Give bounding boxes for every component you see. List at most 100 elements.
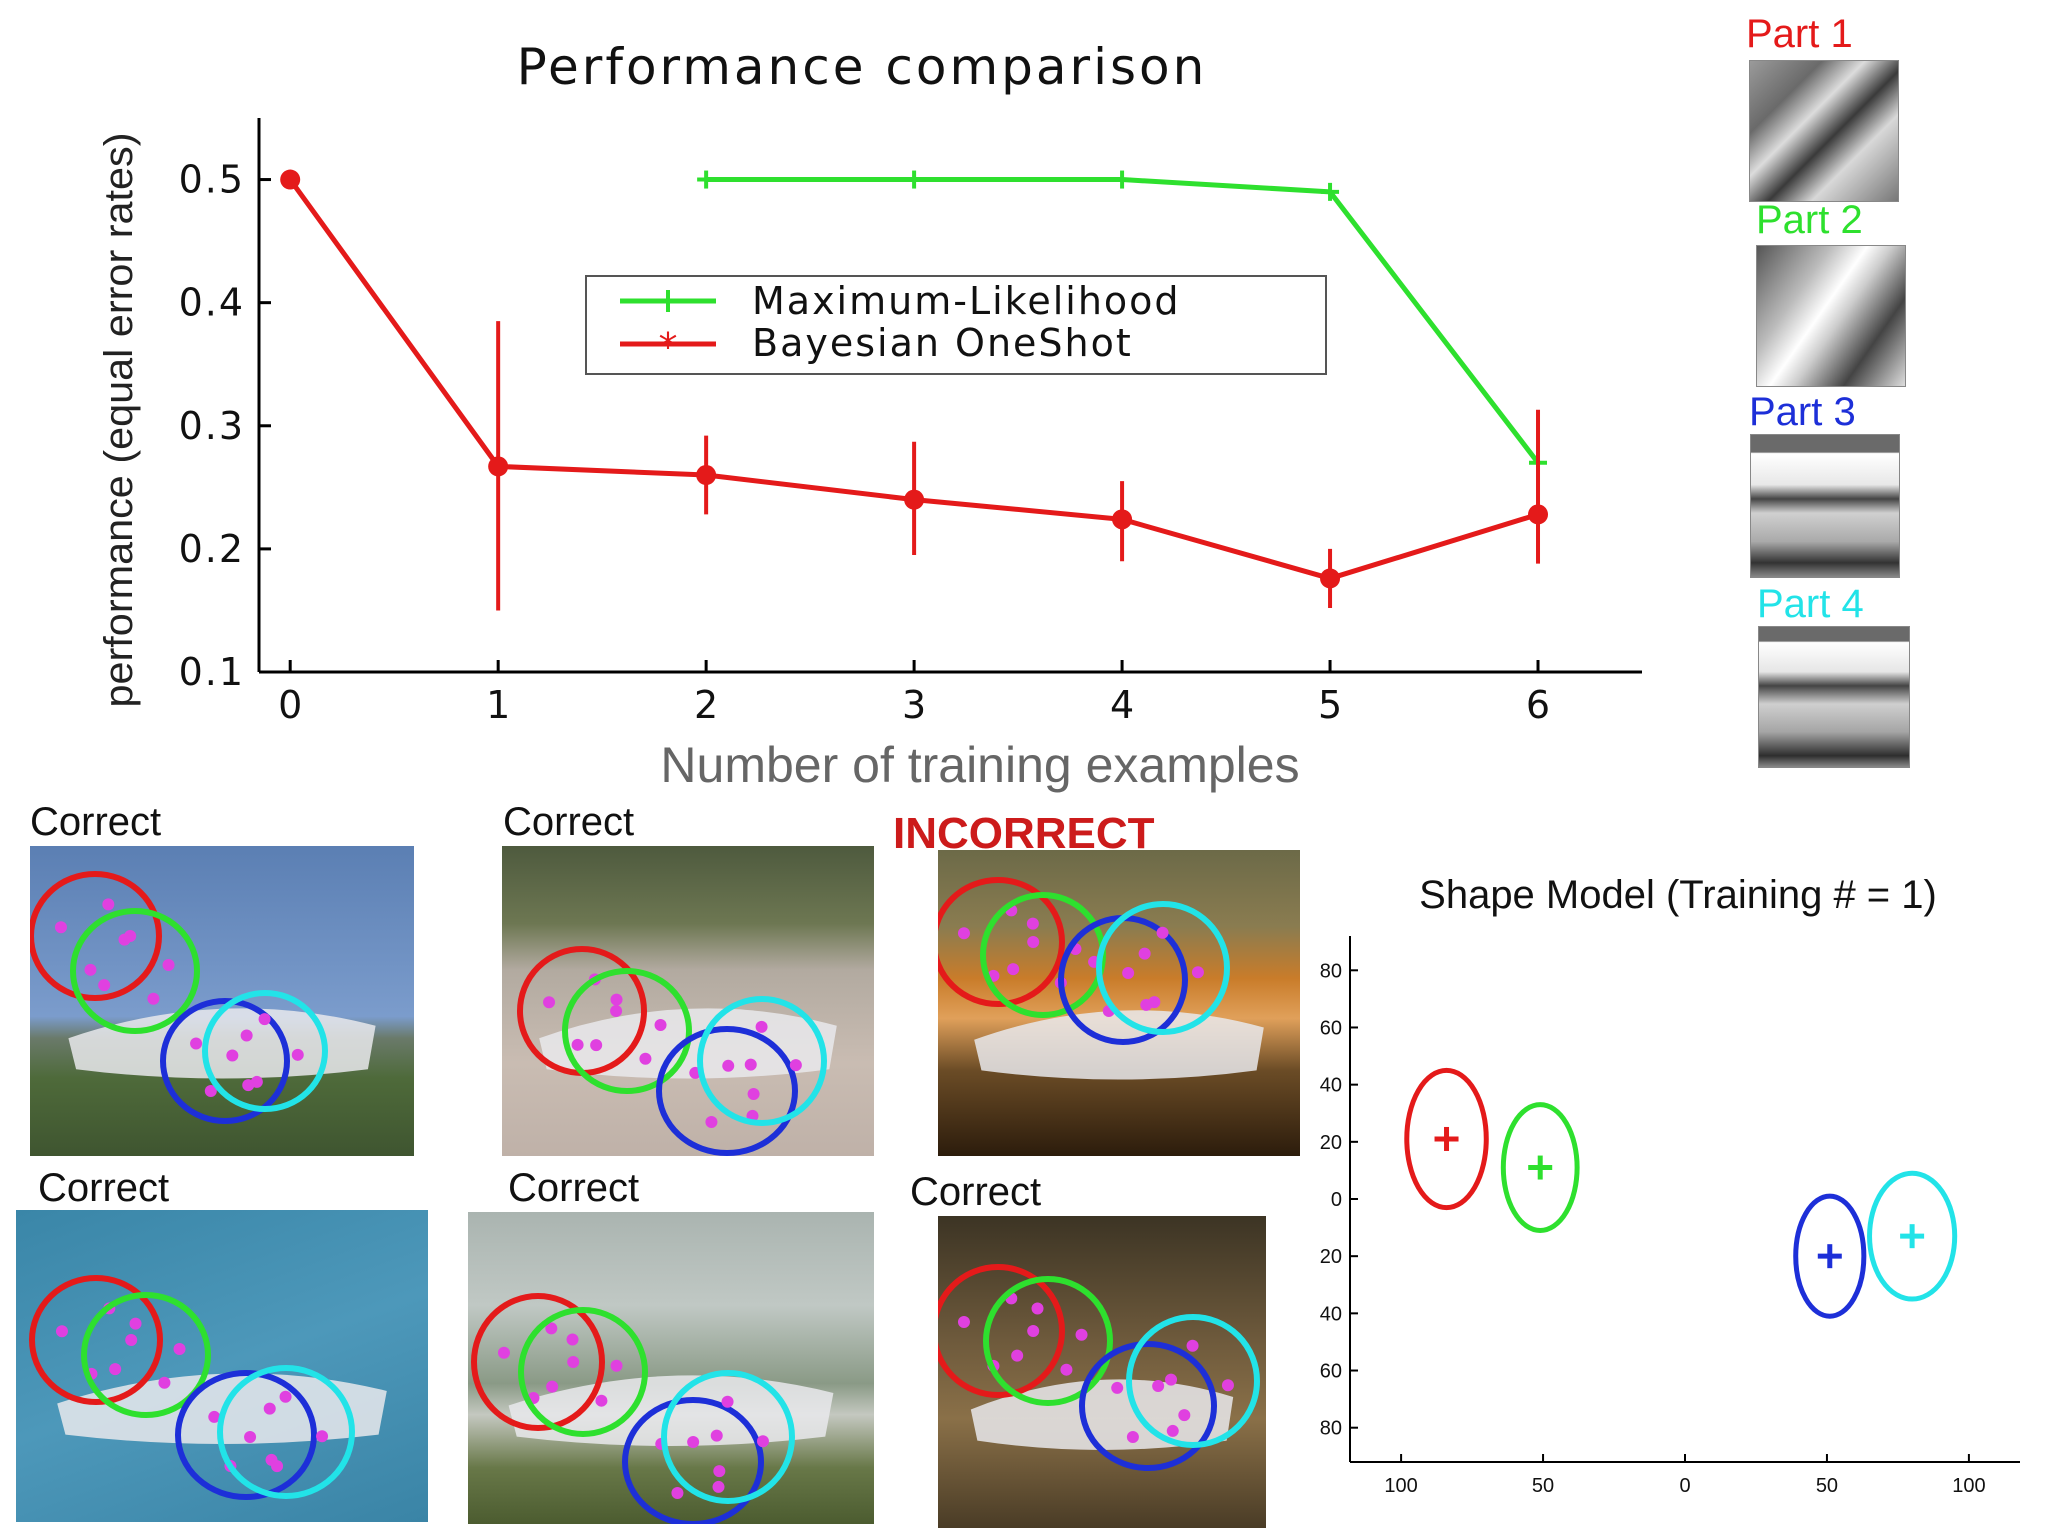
shape-part-2-center [1528, 1155, 1553, 1180]
feature-point [244, 1430, 257, 1443]
feature-point [1126, 1431, 1139, 1444]
x-tick-label: 2 [694, 683, 718, 727]
part-overlay [938, 1264, 1260, 1471]
shape-model-chart: Shape Model (Training # = 1) 100 50 0 50 100… [1320, 873, 2020, 1497]
bayes-point [1320, 568, 1341, 589]
bayes-point [280, 169, 301, 190]
example-6-image [938, 1216, 1266, 1528]
feature-point [610, 993, 623, 1006]
feature-point [712, 1480, 725, 1493]
part-overlay [938, 877, 1264, 1080]
feature-point [118, 933, 131, 946]
part-3-ellipse [656, 1026, 798, 1156]
x-tick-label: 3 [902, 683, 926, 727]
y-tick-label: 0.2 [179, 527, 245, 571]
feature-point [208, 1410, 221, 1423]
part-1-patch [1749, 60, 1899, 202]
example-4-label: Correct [38, 1166, 170, 1210]
feature-point [1026, 917, 1039, 930]
example-5-label: Correct [508, 1166, 640, 1210]
shape-y-tick-label: 40 [1320, 1303, 1342, 1325]
feature-point [1111, 1381, 1124, 1394]
shape-part-4-center [1900, 1224, 1925, 1249]
example-3-label: INCORRECT [893, 809, 1155, 858]
feature-point [258, 1013, 271, 1026]
bayes-point [1528, 504, 1549, 525]
x-tick-label: 1 [486, 683, 510, 727]
part-3-ellipse [175, 1370, 317, 1500]
y-tick-label: 0.1 [179, 650, 245, 694]
x-axis-label: Number of training examples [660, 737, 1299, 793]
feature-point [158, 1376, 171, 1389]
feature-point [721, 1395, 734, 1408]
feature-point [756, 1435, 769, 1448]
feature-point [279, 1390, 292, 1403]
feature-point [545, 1322, 558, 1335]
feature-point [722, 1059, 735, 1072]
shape-y-tick-label: 60 [1320, 1017, 1342, 1039]
part-3-patch [1750, 434, 1900, 578]
feature-point [1007, 963, 1020, 976]
shape-x-tick-label: 100 [1384, 1475, 1417, 1497]
feature-point [566, 1333, 579, 1346]
shape-part-1-ellipse [1404, 1067, 1489, 1211]
part-2-ellipse [70, 908, 200, 1034]
feature-point [1165, 1373, 1178, 1386]
example-6-label: Correct [910, 1170, 1042, 1214]
part-2-ellipse [980, 892, 1106, 1018]
part-2-ellipse [983, 1276, 1113, 1406]
feature-point [250, 1075, 263, 1088]
feature-point [1060, 1363, 1073, 1376]
shape-part-4-ellipse [1867, 1170, 1958, 1302]
feature-point [957, 1316, 970, 1329]
part-4-ellipse [202, 990, 328, 1112]
ml-point [1321, 182, 1340, 201]
feature-point [671, 1487, 684, 1500]
feature-point [1221, 1379, 1234, 1392]
feature-point [546, 1380, 559, 1393]
feature-point [755, 1020, 768, 1033]
example-4-image [16, 1210, 428, 1522]
feature-point [263, 1402, 276, 1415]
part-2-ellipse [518, 1307, 648, 1437]
example-1-image [30, 846, 414, 1156]
airplane-silhouette [68, 1008, 376, 1079]
feature-point [226, 1049, 239, 1062]
legend-bayes-label: Bayesian OneShot [752, 321, 1133, 365]
x-tick-label: 0 [278, 683, 302, 727]
y-tick-label: 0.4 [179, 281, 245, 325]
feature-point [1156, 926, 1169, 939]
feature-point [1152, 1379, 1165, 1392]
part-3-label: Part 3 [1749, 390, 1856, 434]
part-3-ellipse [622, 1397, 764, 1524]
shape-part-3-ellipse [1793, 1193, 1867, 1319]
feature-point [567, 1356, 580, 1368]
bayes-point [696, 465, 717, 486]
feature-point [1148, 996, 1161, 1009]
feature-point [747, 1088, 760, 1101]
shape-y-tick-label: 80 [1320, 1418, 1342, 1440]
example-3-image [938, 850, 1300, 1156]
part-1-ellipse [938, 877, 1065, 1007]
legend-box [585, 275, 1327, 375]
example-2-image [502, 846, 874, 1156]
feature-point [610, 1359, 623, 1372]
part-1-ellipse [938, 1264, 1065, 1398]
feature-point [98, 979, 111, 992]
feature-point [102, 898, 115, 911]
part-2-patch [1756, 245, 1906, 387]
feature-point [1166, 1424, 1179, 1437]
shape-part-1-center [1434, 1126, 1459, 1151]
part-4-ellipse [1126, 1314, 1260, 1448]
ml-point [905, 170, 924, 189]
feature-point [713, 1465, 726, 1478]
feature-point [240, 1029, 253, 1042]
legend-bayes-marker: * [659, 325, 678, 369]
shape-y-tick-label: 0 [1331, 1189, 1342, 1211]
feature-point [595, 1394, 608, 1407]
feature-point [147, 992, 160, 1005]
feature-point [687, 1435, 700, 1448]
shape-x-tick-label: 50 [1532, 1475, 1554, 1497]
shape-y-tick-label: 40 [1320, 1075, 1342, 1097]
feature-point [654, 1018, 667, 1031]
